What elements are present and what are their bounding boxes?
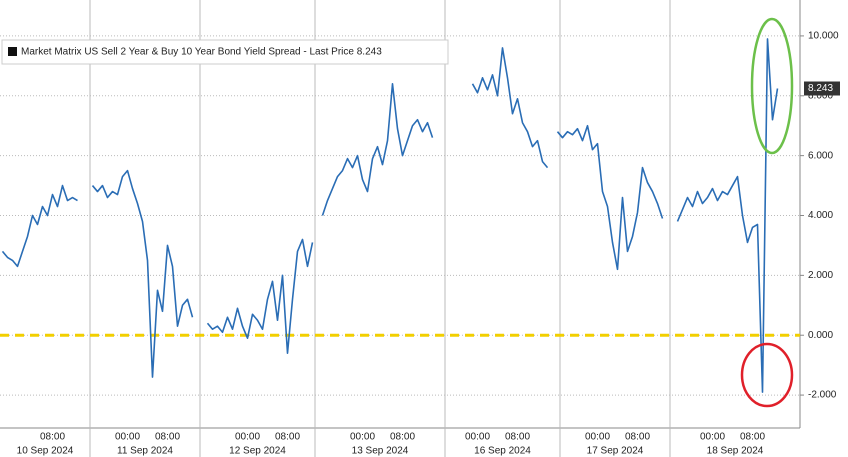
x-tick-label: 00:00 (350, 432, 375, 443)
date-label: 18 Sep 2024 (707, 446, 764, 457)
date-label: 17 Sep 2024 (587, 446, 644, 457)
x-tick-label: 00:00 (585, 432, 610, 443)
marks: 8.243 (0, 38, 840, 393)
y-tick-label: 10.000 (808, 31, 839, 42)
last-price-box (804, 81, 840, 96)
x-tick-label: 08:00 (40, 432, 65, 443)
x-tick-label: 00:00 (700, 432, 725, 443)
x-tick-label: 08:00 (155, 432, 180, 443)
y-tick-label: 4.000 (808, 210, 833, 221)
highlight-ellipse (740, 342, 794, 408)
y-tick-label: 0.000 (808, 330, 833, 341)
series-line (1, 38, 779, 393)
x-tick-label: 08:00 (275, 432, 300, 443)
highlight-ellipse (750, 17, 794, 155)
y-tick-label: -2.000 (808, 390, 837, 401)
x-tick-label: 08:00 (740, 432, 765, 443)
legend-label: Market Matrix US Sell 2 Year & Buy 10 Ye… (21, 47, 382, 58)
legend-swatch (8, 47, 17, 56)
x-tick-label: 00:00 (115, 432, 140, 443)
last-price-label: 8.243 (808, 83, 833, 94)
legend: Market Matrix US Sell 2 Year & Buy 10 Ye… (1, 39, 449, 65)
x-tick-label: 00:00 (465, 432, 490, 443)
y-tick-label: 2.000 (808, 270, 833, 281)
y-tick-label: 6.000 (808, 150, 833, 161)
date-label: 11 Sep 2024 (117, 446, 173, 457)
date-label: 12 Sep 2024 (229, 446, 286, 457)
x-tick-label: 00:00 (235, 432, 260, 443)
date-label: 13 Sep 2024 (352, 446, 409, 457)
x-tick-label: 08:00 (390, 432, 415, 443)
legend-box (1, 39, 449, 65)
x-tick-label: 08:00 (505, 432, 530, 443)
date-label: 16 Sep 2024 (474, 446, 531, 457)
date-label: 10 Sep 2024 (17, 446, 74, 457)
x-tick-label: 08:00 (625, 432, 650, 443)
y-tick-label: 8.000 (808, 90, 833, 101)
